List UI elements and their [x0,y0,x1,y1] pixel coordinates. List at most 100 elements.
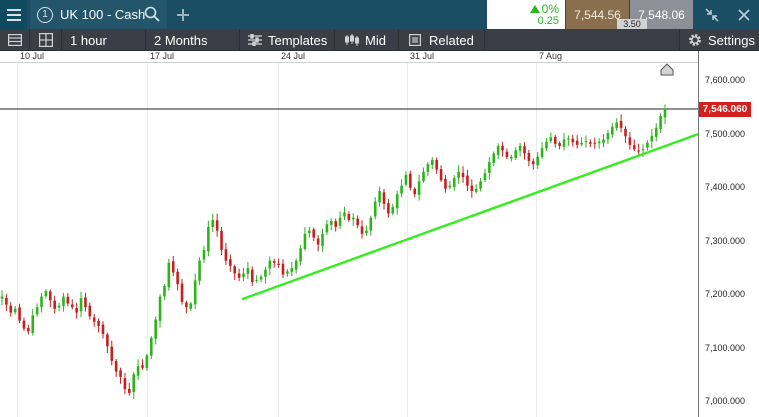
candle [575,140,579,145]
candle [527,153,531,161]
candle [97,321,100,326]
candle [294,260,298,270]
interval-selector[interactable]: 1 hour [62,29,146,51]
candle [343,212,346,217]
candle [624,128,627,137]
chart-canvas[interactable] [0,63,759,417]
candle [549,137,553,141]
candle [523,146,526,154]
sliders-icon [248,34,262,46]
candle [101,324,105,335]
candle [589,142,592,144]
candle [536,156,539,166]
candle [189,303,193,309]
candle [373,201,377,217]
candle [242,273,245,278]
templates-button[interactable]: Templates [240,29,335,51]
candle [325,224,329,233]
candle [5,297,8,305]
plus-icon[interactable] [172,0,194,29]
candle [246,268,250,274]
candle [88,305,92,317]
layout-icon[interactable] [0,29,30,51]
date-label: 7 Aug [539,51,563,61]
candle [84,297,87,308]
interval-label: 1 hour [70,32,107,48]
candle [259,276,263,280]
candle [220,231,223,250]
candle [593,142,597,144]
candle [141,365,144,368]
instrument-number: 1 [37,6,53,23]
settings-button[interactable]: Settings [679,29,759,51]
date-label: 10 Jul [20,51,45,61]
candle [483,173,487,181]
hamburger-icon[interactable] [0,0,27,29]
candle [290,268,294,272]
candle [461,172,465,178]
close-icon[interactable] [729,0,759,29]
candle [413,188,417,195]
candle [272,261,276,263]
candle [123,378,127,390]
candle [321,233,324,246]
price-chart[interactable] [0,63,759,417]
candle [492,153,496,164]
candle [488,162,491,173]
candle [641,149,645,151]
candle [176,271,179,285]
candle [395,194,399,209]
candle [553,136,557,144]
candle [360,226,364,234]
candle [31,315,35,333]
settings-label: Settings [708,32,755,48]
shrink-icon[interactable] [697,0,727,29]
candle [470,185,474,191]
grid-icon[interactable] [30,29,62,51]
candle [70,304,74,308]
candle [167,262,171,288]
range-selector[interactable]: 2 Months [146,29,240,51]
instrument-tab[interactable]: 1 UK 100 - Cash [30,0,167,29]
related-label: Related [429,32,474,48]
candle [334,221,337,227]
candle [128,388,131,393]
candle [439,169,443,181]
candle [422,171,425,182]
candle [646,142,649,148]
templates-label: Templates [268,32,328,48]
candle [202,249,206,260]
candle [650,135,654,142]
candle [268,260,272,269]
candle [48,291,52,301]
candle [185,302,188,308]
scroll-up-icon[interactable] [659,63,675,81]
candle [466,175,469,186]
candle [448,185,452,188]
candle [602,139,605,143]
price-label: 7,500.000 [705,129,746,139]
price-label: 7,600.000 [705,75,746,85]
candle [501,146,504,151]
price-type-button[interactable]: Mid [335,29,399,51]
candle [207,226,210,252]
candle [277,263,280,265]
candle [316,238,320,245]
candle [136,366,140,376]
candle [365,230,368,234]
search-icon[interactable] [144,6,160,27]
candle [444,178,447,189]
candle [654,127,658,137]
candle [347,213,351,220]
candle [13,308,17,313]
candle [75,308,78,313]
candle [180,283,184,302]
candle [632,145,636,150]
candle [330,220,333,225]
candle [611,126,614,135]
candle [400,185,403,194]
price-label: 7,100.000 [705,343,746,353]
candle [567,138,570,140]
candle [584,141,588,143]
related-button[interactable]: Related [399,29,485,51]
